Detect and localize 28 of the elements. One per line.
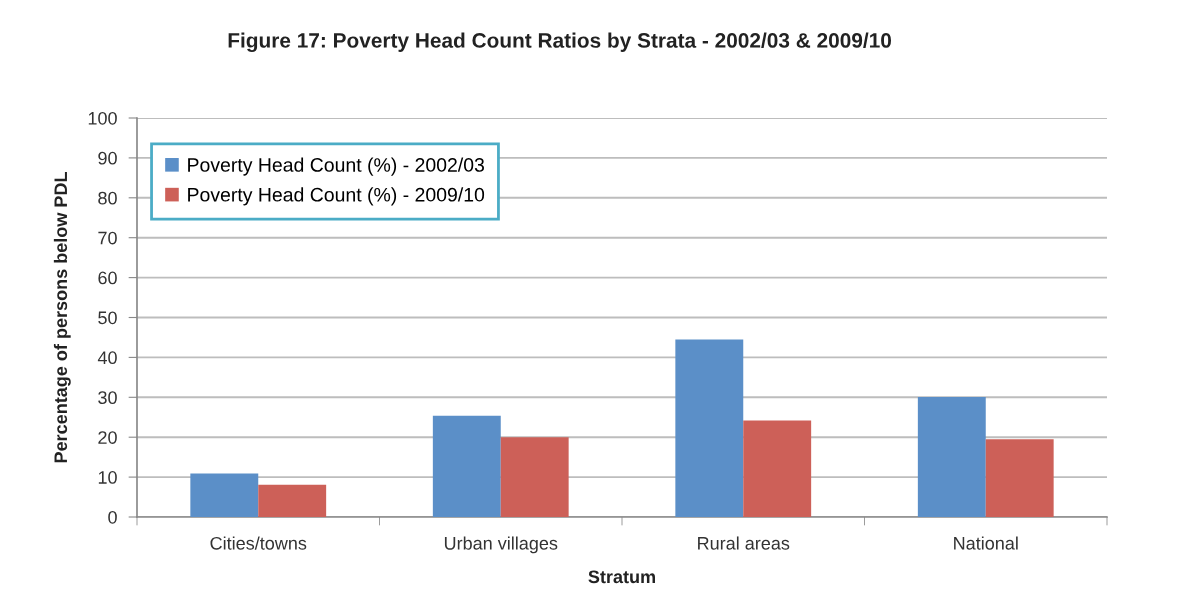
bar — [985, 439, 1054, 517]
y-tick-label: 90 — [98, 151, 117, 165]
bar — [675, 339, 744, 517]
y-tick-label: 30 — [98, 391, 117, 405]
x-tick-label: Rural areas — [698, 536, 790, 550]
y-tick-label: 70 — [98, 231, 117, 245]
legend-label: Poverty Head Count (%) - 2009/10 — [188, 187, 485, 206]
bar — [743, 420, 812, 517]
chart-title: Figure 17: Poverty Head Count Ratios by Strata - 2002/03 & 2009/10 — [228, 32, 892, 53]
y-tick-label: 80 — [98, 191, 117, 205]
x-tick-label: Urban villages — [444, 536, 558, 554]
x-axis-title: Stratum — [588, 570, 655, 584]
y-tick-label: 10 — [98, 471, 117, 484]
bar — [190, 473, 259, 517]
x-tick-label: Cities/towns — [210, 536, 307, 550]
legend-label: Poverty Head Count (%) - 2002/03 — [188, 157, 484, 176]
bar — [917, 396, 986, 517]
y-tick-label: 0 — [108, 510, 117, 524]
y-tick-label: 100 — [88, 111, 117, 125]
y-tick-label: 60 — [98, 271, 117, 285]
bar — [258, 484, 327, 517]
y-axis-title: Percentage of persons below PDL — [53, 172, 71, 463]
x-tick-label: National — [954, 536, 1018, 550]
bar — [500, 437, 569, 517]
y-tick-label: 50 — [98, 311, 117, 325]
bar — [432, 415, 501, 517]
y-tick-label: 20 — [98, 431, 117, 444]
y-tick-label: 40 — [97, 351, 117, 365]
